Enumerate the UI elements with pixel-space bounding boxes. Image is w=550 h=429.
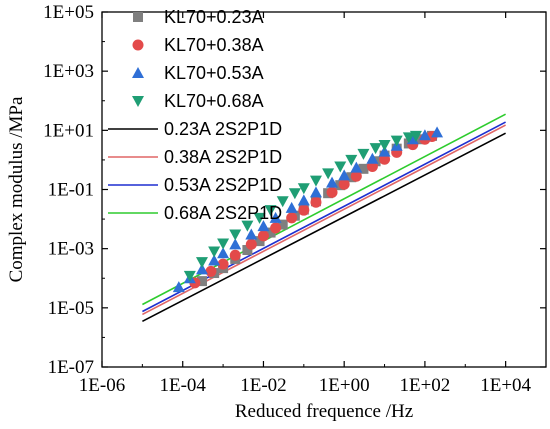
series-line-4 xyxy=(142,132,506,323)
data-point xyxy=(241,220,254,232)
x-tick-label: 1E-06 xyxy=(79,375,125,396)
data-point xyxy=(350,161,363,173)
data-point xyxy=(208,254,221,266)
data-point xyxy=(217,238,230,250)
data-point xyxy=(229,229,242,241)
data-point xyxy=(338,178,350,190)
data-point xyxy=(350,170,362,182)
data-point xyxy=(196,276,207,287)
series-points-3 xyxy=(183,130,422,282)
data-point xyxy=(298,204,310,216)
data-point xyxy=(390,135,403,147)
data-point xyxy=(195,257,208,269)
data-point xyxy=(369,143,382,155)
legend-label: KL70+0.23A xyxy=(164,7,264,27)
data-point xyxy=(264,205,277,217)
legend: KL70+0.23A KL70+0.38A KL70+0.53A KL70+0.68A… xyxy=(108,7,282,223)
data-point xyxy=(257,230,269,242)
legend-item: KL70+0.68A xyxy=(132,91,264,111)
legend-marker xyxy=(133,12,143,22)
data-point xyxy=(254,236,265,247)
data-point xyxy=(217,258,229,270)
data-point xyxy=(297,194,310,206)
legend-marker xyxy=(132,96,144,107)
data-point xyxy=(245,238,257,250)
data-point xyxy=(402,132,415,144)
data-point xyxy=(326,176,339,188)
data-point xyxy=(257,220,270,232)
data-point xyxy=(326,186,338,198)
data-point xyxy=(409,130,422,142)
y-tick-label: 1E-05 xyxy=(48,298,94,319)
data-point xyxy=(338,169,351,181)
data-point xyxy=(217,247,230,259)
legend-label: KL70+0.38A xyxy=(164,35,264,55)
legend-label: 0.23A 2S2P1D xyxy=(164,119,282,139)
y-tick-label: 1E+05 xyxy=(43,2,94,23)
data-point xyxy=(265,227,276,238)
legend-label: KL70+0.53A xyxy=(164,63,264,83)
data-point xyxy=(285,201,298,213)
x-tick-label: 1E+00 xyxy=(319,375,370,396)
data-point xyxy=(276,196,289,208)
data-point xyxy=(208,246,221,258)
data-point xyxy=(431,126,444,138)
data-point xyxy=(277,219,288,230)
data-point xyxy=(378,139,391,151)
data-point xyxy=(269,211,282,223)
y-tick-label: 1E-01 xyxy=(48,180,94,201)
data-point xyxy=(229,249,241,261)
legend-item: 0.53A 2S2P1D xyxy=(108,175,282,195)
legend-marker xyxy=(132,67,144,78)
y-tick-label: 1E+03 xyxy=(43,61,94,82)
data-point xyxy=(297,183,310,195)
data-point xyxy=(172,281,185,293)
legend-item: KL70+0.53A xyxy=(132,63,264,83)
legend-label: 0.68A 2S2P1D xyxy=(164,203,282,223)
legend-label: KL70+0.68A xyxy=(164,91,264,111)
x-axis-title: Reduced frequence /Hz xyxy=(235,401,413,422)
data-point xyxy=(242,245,253,256)
data-point xyxy=(345,154,358,166)
legend-label: 0.53A 2S2P1D xyxy=(164,175,282,195)
data-point xyxy=(418,129,431,141)
series-layer xyxy=(142,113,506,323)
data-point xyxy=(366,160,378,172)
data-point xyxy=(334,161,347,173)
axis-ticks: 1E-06 1E-04 1E-02 1E+00 1E+02 1E+04 1E-07 1E-05… xyxy=(43,2,547,396)
data-point xyxy=(310,196,322,208)
data-point xyxy=(195,263,208,275)
data-point xyxy=(270,222,282,234)
data-point xyxy=(322,168,335,180)
y-tick-label: 1E+01 xyxy=(43,120,94,141)
data-point xyxy=(358,163,369,174)
legend-item: KL70+0.38A xyxy=(132,35,264,55)
legend-marker xyxy=(132,39,144,51)
data-point xyxy=(366,152,379,164)
y-tick-label: 1E-03 xyxy=(48,239,94,260)
data-point xyxy=(229,238,242,250)
data-point xyxy=(309,175,322,187)
x-tick-label: 1E-04 xyxy=(160,375,207,396)
y-axis-title: Complex modulus /MPa xyxy=(6,96,27,282)
y-tick-label: 1E-07 xyxy=(48,357,94,378)
data-point xyxy=(288,188,301,200)
data-point xyxy=(253,212,266,224)
data-point xyxy=(378,145,391,157)
data-point xyxy=(357,148,370,160)
legend-item: 0.23A 2S2P1D xyxy=(108,119,282,139)
x-tick-label: 1E+04 xyxy=(480,375,531,396)
legend-item: KL70+0.23A xyxy=(133,7,264,27)
x-tick-label: 1E+02 xyxy=(399,375,450,396)
data-point xyxy=(183,270,196,282)
data-point xyxy=(309,186,322,198)
data-point xyxy=(286,212,298,224)
data-point xyxy=(205,265,217,277)
legend-label: 0.38A 2S2P1D xyxy=(164,147,282,167)
legend-item: 0.38A 2S2P1D xyxy=(108,147,282,167)
x-tick-label: 1E-02 xyxy=(240,375,286,396)
legend-item: 0.68A 2S2P1D xyxy=(108,203,282,223)
data-point xyxy=(245,228,258,240)
